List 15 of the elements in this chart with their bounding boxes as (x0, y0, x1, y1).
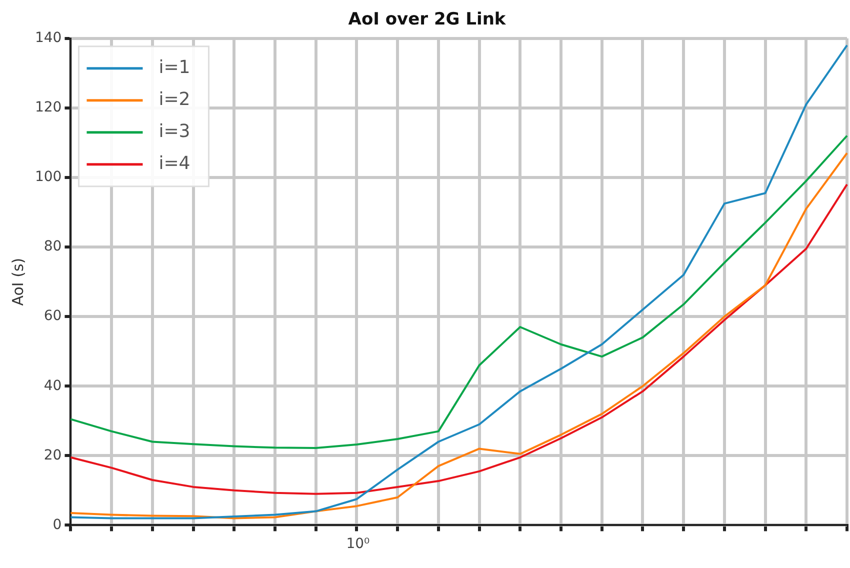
y-tick-label: 60 (44, 308, 62, 324)
y-tick-label: 80 (44, 238, 62, 255)
y-tick-label: 100 (34, 169, 62, 186)
y-tick-label: 120 (34, 100, 62, 116)
y-tick-label: 0 (52, 516, 62, 533)
legend-label: i=2 (158, 89, 190, 110)
chart-title: AoI over 2G Link (348, 10, 506, 30)
y-tick-label: 20 (44, 447, 62, 464)
y-tick-label: 140 (34, 30, 62, 46)
text: 10⁰ (346, 536, 370, 552)
legend-label: i=1 (158, 57, 190, 78)
y-axis-title: AoI (s) (8, 258, 27, 306)
legend-label: i=3 (158, 121, 190, 142)
legend-label: i=4 (158, 153, 190, 174)
y-tick-label: 40 (44, 378, 62, 394)
